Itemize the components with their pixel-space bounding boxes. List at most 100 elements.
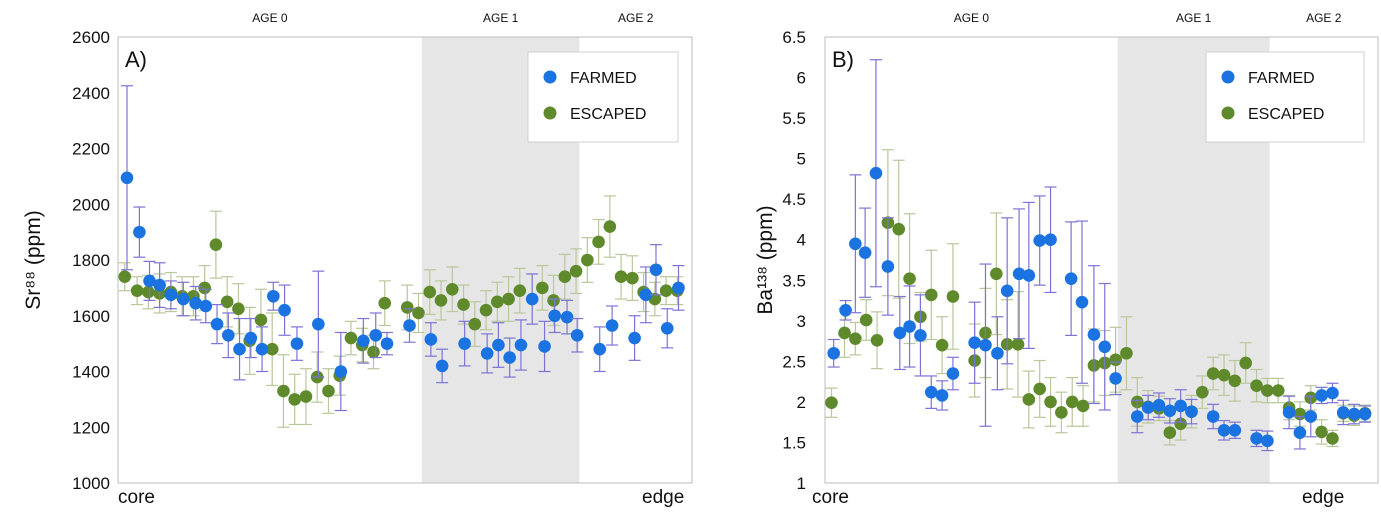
plot-frame xyxy=(824,36,1379,484)
chart-panel-a: AGE 0 AGE 1 AGE 2 2600 2400 2200 2000 1800 1600 1… xyxy=(22,11,693,508)
data-point xyxy=(210,317,224,331)
y-tick-label: 1600 xyxy=(72,307,110,326)
y-tick-label: 1000 xyxy=(72,474,110,493)
data-point xyxy=(560,310,574,324)
data-point xyxy=(903,320,916,333)
y-tick-label: 4.5 xyxy=(782,190,806,209)
y-tick-label: 5.5 xyxy=(782,109,806,128)
data-point xyxy=(1152,398,1166,412)
data-point xyxy=(1141,401,1155,414)
data-point xyxy=(858,246,872,260)
data-point xyxy=(278,303,291,317)
legend-box xyxy=(527,51,679,143)
data-point xyxy=(468,317,482,331)
legend: FARMED ESCAPED xyxy=(527,51,679,143)
data-point xyxy=(1304,410,1318,423)
data-point xyxy=(290,337,304,350)
data-point xyxy=(569,264,583,278)
data-point xyxy=(412,306,425,320)
data-point xyxy=(935,389,949,402)
data-point xyxy=(990,267,1003,281)
data-point xyxy=(277,384,290,398)
data-point xyxy=(1109,353,1122,367)
data-point xyxy=(142,285,155,299)
data-point xyxy=(536,281,549,295)
data-point xyxy=(220,295,234,309)
data-point xyxy=(403,319,416,332)
data-point xyxy=(659,284,673,297)
plot-frame xyxy=(117,36,693,484)
data-point xyxy=(839,303,852,317)
age-label-1: AGE 1 xyxy=(1176,11,1212,25)
y-tick-label: 2200 xyxy=(72,140,110,159)
data-point xyxy=(267,289,280,303)
data-point xyxy=(869,166,883,180)
data-point xyxy=(334,365,348,378)
data-point xyxy=(548,309,561,323)
data-point xyxy=(593,342,607,356)
legend-marker-escaped xyxy=(1221,106,1235,120)
data-point xyxy=(1064,272,1078,285)
data-point xyxy=(1315,425,1328,439)
data-point xyxy=(1065,395,1079,409)
data-point xyxy=(1206,410,1220,423)
data-point xyxy=(914,329,927,342)
data-point xyxy=(457,298,470,311)
data-point xyxy=(198,281,211,295)
panel-label: B) xyxy=(832,47,854,72)
data-point xyxy=(1217,423,1231,437)
data-point xyxy=(979,338,992,352)
data-point xyxy=(581,253,594,267)
data-point xyxy=(672,281,685,295)
data-point xyxy=(614,270,628,284)
data-point xyxy=(1261,434,1274,448)
data-point xyxy=(870,333,884,347)
data-point xyxy=(1055,406,1068,419)
data-point xyxy=(133,225,146,239)
data-point xyxy=(1239,356,1253,370)
data-point xyxy=(221,328,235,342)
series-farmed xyxy=(827,59,1372,452)
data-point xyxy=(492,338,505,352)
data-point xyxy=(502,292,515,306)
x-start-label: core xyxy=(118,487,155,508)
data-point xyxy=(255,342,269,356)
data-point xyxy=(480,347,494,360)
data-point xyxy=(1109,372,1122,385)
data-point xyxy=(893,326,907,340)
y-tick-label: 2400 xyxy=(72,84,110,103)
y-tick-label: 6 xyxy=(797,69,806,88)
data-point xyxy=(176,292,190,306)
data-point xyxy=(1250,379,1263,392)
data-point xyxy=(513,284,527,297)
data-point xyxy=(1022,393,1036,406)
y-tick-label: 2 xyxy=(797,393,806,412)
data-point xyxy=(1120,346,1133,360)
data-point xyxy=(367,345,380,359)
data-point xyxy=(265,342,279,356)
data-point xyxy=(1076,399,1090,413)
data-point xyxy=(153,278,166,292)
data-point xyxy=(603,220,617,233)
data-point xyxy=(424,333,438,346)
data-point xyxy=(946,290,960,303)
y-axis-title: Ba¹³⁸ (ppm) xyxy=(754,205,777,314)
legend-label-farmed: FARMED xyxy=(570,70,637,87)
data-point xyxy=(1174,417,1187,431)
data-point xyxy=(1293,426,1307,440)
data-point xyxy=(1012,267,1026,281)
data-point xyxy=(435,359,449,373)
data-point xyxy=(1174,399,1187,413)
data-point xyxy=(199,299,213,313)
data-point xyxy=(118,270,132,284)
data-point xyxy=(1044,233,1057,247)
data-point xyxy=(434,294,448,307)
age-label-0: AGE 0 xyxy=(954,11,990,25)
legend-label-escaped: ESCAPED xyxy=(1248,106,1324,123)
y-tick-label: 2.5 xyxy=(782,352,806,371)
data-point xyxy=(1228,423,1242,437)
data-point xyxy=(400,301,414,314)
data-point xyxy=(189,296,202,310)
data-point xyxy=(825,396,838,410)
